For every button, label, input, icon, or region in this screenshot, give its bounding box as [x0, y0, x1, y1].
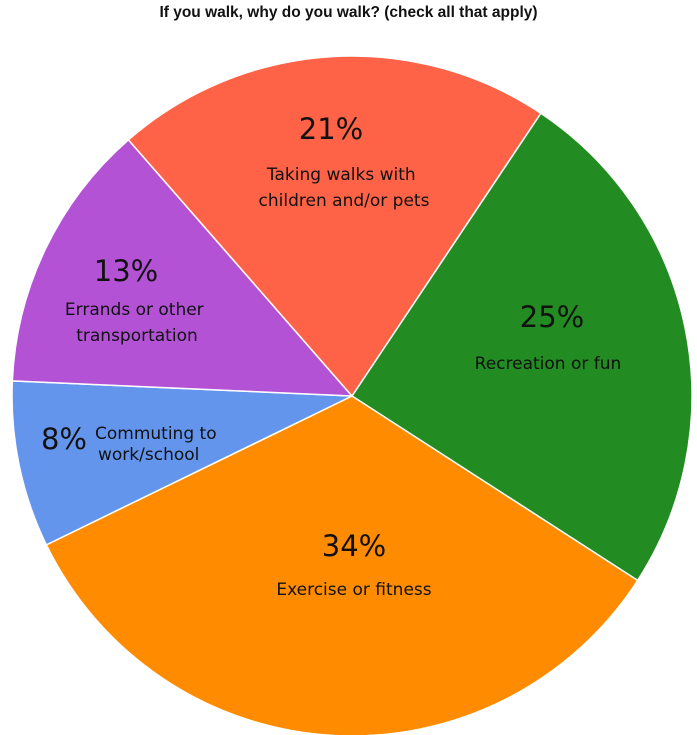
- slice-category-label: Recreation or fun: [475, 354, 622, 374]
- pie-slice: [350, 112, 693, 582]
- chart-title: If you walk, why do you walk? (check all…: [159, 4, 538, 21]
- pie-slice: [11, 138, 354, 397]
- slice-category-label: Commuting to work/school: [95, 424, 222, 465]
- slice-category-label: Errands or other transportation: [65, 300, 209, 346]
- pie-slices: [11, 55, 693, 735]
- slice-percent-label: 25%: [520, 300, 584, 334]
- slice-percent-label: 34%: [322, 529, 386, 563]
- slice-percent-label: 8%: [41, 422, 87, 456]
- pie-slice: [127, 55, 542, 398]
- slice-category-label: Taking walks with children and/or pets: [259, 165, 430, 211]
- pie-slice: [45, 395, 639, 735]
- slice-percent-label: 13%: [94, 254, 158, 288]
- pie-slice: [11, 380, 353, 546]
- slice-percent-label: 21%: [299, 112, 363, 146]
- slice-category-label: Exercise or fitness: [276, 580, 431, 600]
